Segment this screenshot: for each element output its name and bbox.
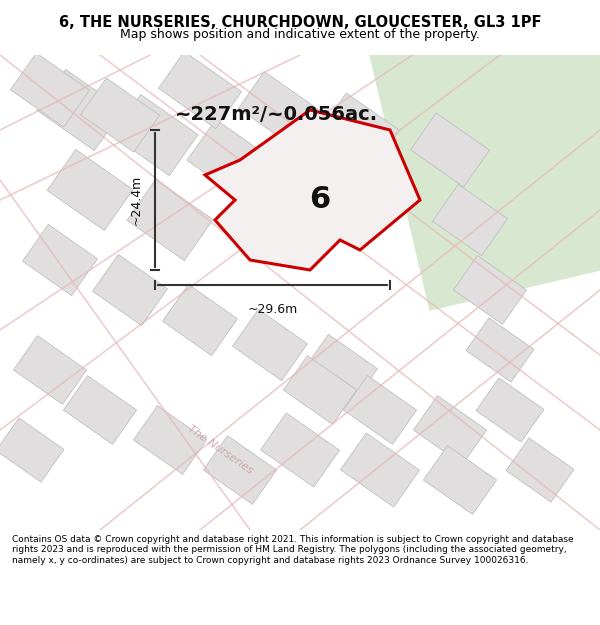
Polygon shape — [158, 51, 242, 129]
Polygon shape — [302, 334, 377, 406]
Text: ~29.6m: ~29.6m — [247, 303, 298, 316]
Polygon shape — [92, 254, 167, 326]
Polygon shape — [260, 413, 340, 487]
Polygon shape — [506, 438, 574, 502]
Text: ~227m²/~0.056ac.: ~227m²/~0.056ac. — [175, 106, 378, 124]
Polygon shape — [424, 446, 497, 514]
Polygon shape — [23, 224, 97, 296]
Polygon shape — [283, 356, 356, 424]
Polygon shape — [454, 256, 527, 324]
Polygon shape — [476, 378, 544, 442]
Polygon shape — [410, 113, 490, 187]
Polygon shape — [203, 436, 277, 504]
Polygon shape — [238, 71, 322, 149]
Text: 6, THE NURSERIES, CHURCHDOWN, GLOUCESTER, GL3 1PF: 6, THE NURSERIES, CHURCHDOWN, GLOUCESTER… — [59, 16, 541, 31]
Polygon shape — [13, 336, 86, 404]
Polygon shape — [64, 376, 137, 444]
Polygon shape — [433, 184, 508, 256]
Polygon shape — [320, 93, 400, 167]
Polygon shape — [466, 318, 534, 382]
Polygon shape — [413, 396, 487, 464]
Text: ~24.4m: ~24.4m — [130, 175, 143, 225]
Polygon shape — [187, 119, 273, 201]
Polygon shape — [233, 309, 307, 381]
Polygon shape — [80, 78, 160, 152]
Polygon shape — [127, 179, 213, 261]
Polygon shape — [133, 406, 206, 474]
Polygon shape — [10, 53, 89, 127]
Text: The Nurseries: The Nurseries — [185, 424, 254, 476]
Text: Map shows position and indicative extent of the property.: Map shows position and indicative extent… — [120, 28, 480, 41]
Text: Contains OS data © Crown copyright and database right 2021. This information is : Contains OS data © Crown copyright and d… — [12, 535, 574, 564]
Polygon shape — [370, 55, 600, 310]
Polygon shape — [340, 433, 419, 507]
Polygon shape — [163, 284, 238, 356]
Polygon shape — [47, 149, 133, 231]
Polygon shape — [205, 110, 420, 270]
Text: 6: 6 — [310, 186, 331, 214]
Polygon shape — [112, 94, 198, 176]
Polygon shape — [343, 376, 416, 444]
Polygon shape — [37, 69, 123, 151]
Polygon shape — [0, 418, 64, 482]
